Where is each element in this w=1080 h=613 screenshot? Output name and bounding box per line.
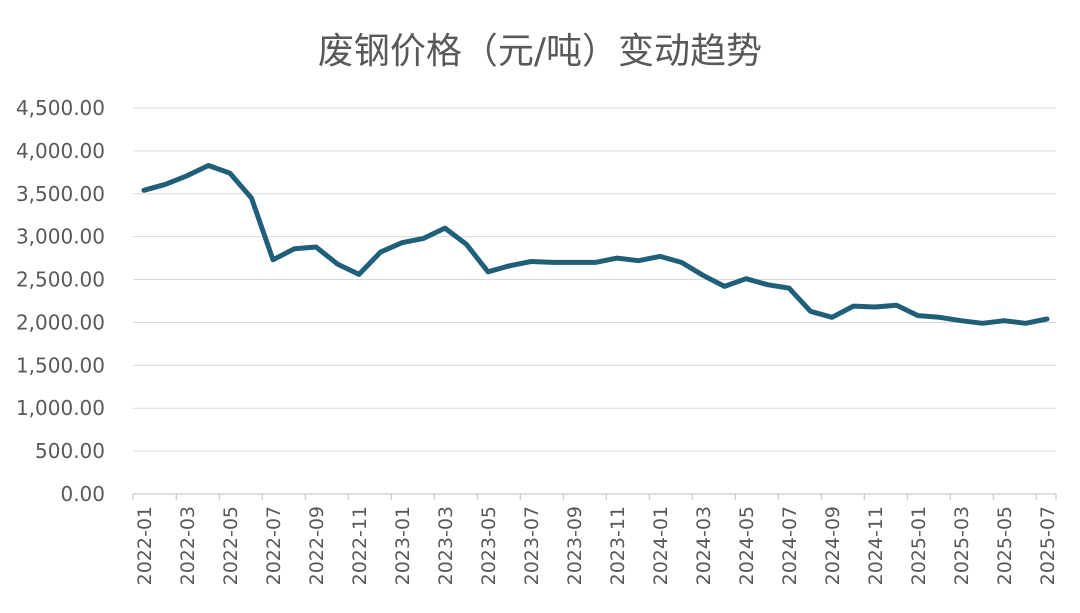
y-tick-label: 2,500.00 <box>16 268 105 292</box>
y-tick-label: 0.00 <box>60 482 105 506</box>
x-tick-label: 2025-07 <box>1037 506 1059 585</box>
x-tick-label: 2022-01 <box>134 506 156 585</box>
x-tick-label: 2023-09 <box>564 506 586 585</box>
chart-title: 废钢价格（元/吨）变动趋势 <box>317 31 763 72</box>
x-tick-label: 2023-01 <box>392 506 414 585</box>
x-tick-label: 2024-09 <box>822 506 844 585</box>
y-tick-label: 1,000.00 <box>16 396 105 420</box>
x-tick-label: 2023-03 <box>435 506 457 585</box>
x-tick-label: 2024-05 <box>736 506 758 585</box>
y-tick-label: 3,000.00 <box>16 225 105 249</box>
x-tick-label: 2023-11 <box>607 506 629 585</box>
x-tick-label: 2022-11 <box>349 506 371 585</box>
y-tick-label: 2,000.00 <box>16 310 105 334</box>
x-tick-label: 2023-07 <box>521 506 543 585</box>
x-tick-label: 2024-03 <box>693 506 715 585</box>
x-tick-label: 2025-05 <box>994 506 1016 585</box>
x-tick-label: 2024-07 <box>779 506 801 585</box>
y-tick-label: 3,500.00 <box>16 182 105 206</box>
y-tick-label: 4,500.00 <box>16 96 105 120</box>
x-tick-label: 2025-03 <box>951 506 973 585</box>
x-tick-label: 2023-05 <box>478 506 500 585</box>
series-line <box>141 163 1050 326</box>
x-tick-label: 2024-11 <box>865 506 887 585</box>
x-tick-label: 2025-01 <box>908 506 930 585</box>
x-tick-label: 2024-01 <box>650 506 672 585</box>
x-tick-label: 2022-05 <box>220 506 242 585</box>
x-tick-label: 2022-09 <box>306 506 328 585</box>
x-tick-label: 2022-07 <box>263 506 285 585</box>
y-tick-label: 4,000.00 <box>16 139 105 163</box>
y-tick-label: 500.00 <box>35 439 105 463</box>
x-tick-label: 2022-03 <box>177 506 199 585</box>
y-tick-label: 1,500.00 <box>16 353 105 377</box>
